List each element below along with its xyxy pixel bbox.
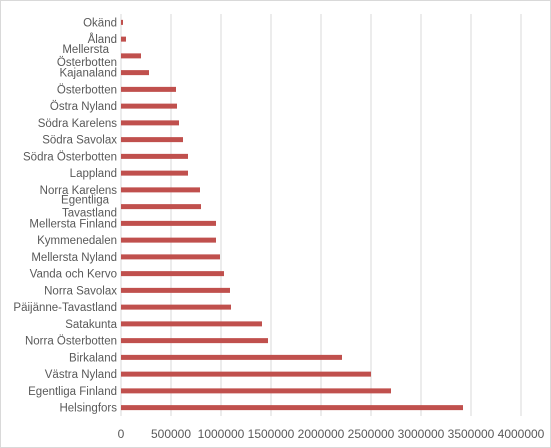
bar — [121, 204, 201, 210]
x-tick-label: 2500000 — [348, 427, 395, 441]
category-label: Mellersta Österbotten — [57, 44, 117, 69]
x-tick-label: 4000000 — [498, 427, 545, 441]
bar — [121, 388, 391, 394]
category-label: Åland — [88, 33, 117, 46]
bar — [121, 86, 176, 92]
bar — [121, 19, 123, 25]
category-label: Vanda och Kervo — [30, 269, 117, 281]
category-label: Östra Nyland — [50, 101, 117, 113]
bar — [121, 271, 224, 277]
category-label: Satakunta — [65, 319, 117, 331]
category-label: Okänd — [83, 17, 117, 29]
category-label: Södra Savolax — [42, 135, 117, 147]
bar — [121, 36, 126, 42]
category-labels: Helsingfors Egentliga Finland Västra Nylan… — [13, 17, 117, 414]
bar — [121, 237, 216, 243]
bar — [121, 187, 200, 193]
category-label: Österbotten — [57, 84, 117, 96]
category-label: Lappland — [70, 168, 117, 180]
bar — [121, 321, 262, 327]
bar — [121, 120, 179, 126]
bar — [121, 53, 141, 59]
category-label: Norra Österbotten — [25, 336, 117, 348]
category-label: Västra Nyland — [45, 369, 117, 381]
x-tick-label: 2000000 — [298, 427, 345, 441]
x-tick-label: 3000000 — [398, 427, 445, 441]
x-tick-label: 0 — [118, 427, 125, 441]
category-label: Norra Karelens — [40, 185, 118, 197]
bars — [121, 19, 463, 411]
bar — [121, 153, 188, 159]
category-label: Kymmenedalen — [37, 235, 117, 247]
category-label: Mellersta Finland — [29, 218, 117, 230]
bar — [121, 287, 230, 293]
category-label: Helsingfors — [59, 403, 117, 415]
bar — [121, 405, 463, 411]
x-tick-label: 1000000 — [198, 427, 245, 441]
category-label: Mellersta Nyland — [31, 252, 117, 264]
bar — [121, 371, 371, 377]
bar — [121, 304, 231, 310]
bar — [121, 338, 268, 344]
bar — [121, 70, 149, 76]
category-label: Södra Karelens — [38, 118, 118, 130]
bar — [121, 254, 220, 260]
category-label: Norra Savolax — [44, 285, 117, 297]
x-tick-label: 500000 — [151, 427, 191, 441]
category-label: Kajanaland — [59, 68, 117, 80]
category-label: Södra Österbotten — [23, 151, 117, 163]
category-label: Birkaland — [69, 352, 117, 364]
category-label: Päijänne-Tavastland — [13, 302, 117, 314]
bar — [121, 220, 216, 226]
bar — [121, 103, 177, 109]
bar — [121, 137, 183, 143]
bar — [121, 170, 188, 176]
x-tick-labels: 0 500000 1000000 1500000 2000000 2500000 30000… — [118, 427, 545, 441]
x-tick-label: 1500000 — [248, 427, 295, 441]
category-label: Egentliga Finland — [28, 386, 117, 398]
x-tick-label: 3500000 — [448, 427, 495, 441]
bar — [121, 354, 342, 360]
gridlines — [120, 14, 522, 416]
category-label: Egentliga Tavastland — [61, 195, 117, 220]
